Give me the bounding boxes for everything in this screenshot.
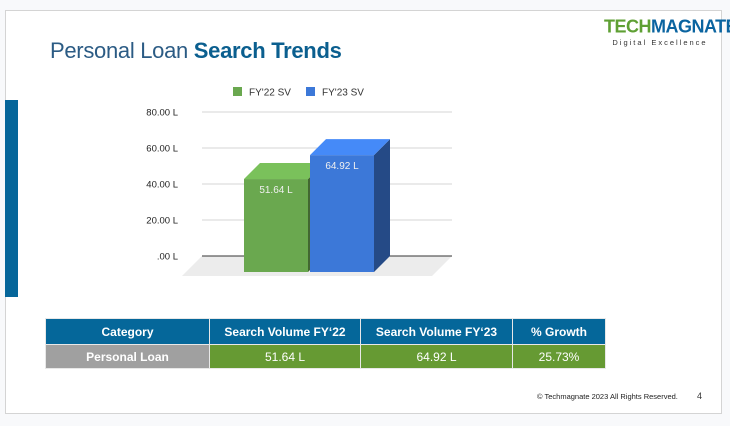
logo: TECHMAGNATE® Digital Excellence: [604, 15, 730, 47]
title-light: Personal Loan: [50, 38, 188, 63]
header-category: Category: [45, 318, 210, 345]
data-label: 51.64 L: [259, 185, 293, 196]
y-tick-label: 60.00 L: [146, 144, 178, 155]
y-tick-label: .00 L: [157, 252, 178, 263]
y-tick-label: 20.00 L: [146, 216, 178, 227]
title-bold: Search Trends: [193, 38, 342, 63]
cell-fy22: 51.64 L: [209, 344, 361, 369]
legend-label: FY'22 SV: [249, 88, 291, 99]
accent-bar: [5, 100, 18, 297]
y-tick-label: 80.00 L: [146, 108, 178, 119]
table-header-row: Category Search Volume FY‘22 Search Volu…: [45, 318, 606, 345]
legend-label: FY'23 SV: [322, 88, 364, 99]
page-title: Personal Loan Search Trends: [50, 38, 342, 64]
bar-fy22: [244, 179, 308, 272]
header-growth: % Growth: [512, 318, 606, 345]
header-fy22: Search Volume FY‘22: [209, 318, 361, 345]
cell-category: Personal Loan: [45, 344, 210, 369]
y-tick-label: 40.00 L: [146, 180, 178, 191]
bar-fy23: [310, 155, 374, 272]
legend-swatch: [233, 87, 242, 96]
bar-top: [244, 163, 324, 180]
bar-side: [374, 139, 390, 272]
data-label: 64.92 L: [325, 161, 359, 172]
bar-top: [310, 139, 390, 156]
cell-growth: 25.73%: [512, 344, 606, 369]
page-number: 4: [697, 391, 703, 401]
legend-swatch: [306, 87, 315, 96]
bar-chart: .00 L 20.00 L 40.00 L 60.00 L 80.00 L 51.64 L…: [146, 87, 452, 276]
logo-magnate: MAGNATE: [651, 15, 730, 37]
copyright: © Techmagnate 2023 All Rights Reserved.: [537, 392, 678, 401]
logo-tagline: Digital Excellence: [612, 38, 708, 47]
table-row: Personal Loan 51.64 L 64.92 L 25.73%: [45, 344, 606, 369]
header-fy23: Search Volume FY‘23: [360, 318, 513, 345]
logo-tech: TECH: [604, 15, 652, 37]
data-table: Category Search Volume FY‘22 Search Volu…: [45, 318, 606, 369]
cell-fy23: 64.92 L: [360, 344, 513, 369]
